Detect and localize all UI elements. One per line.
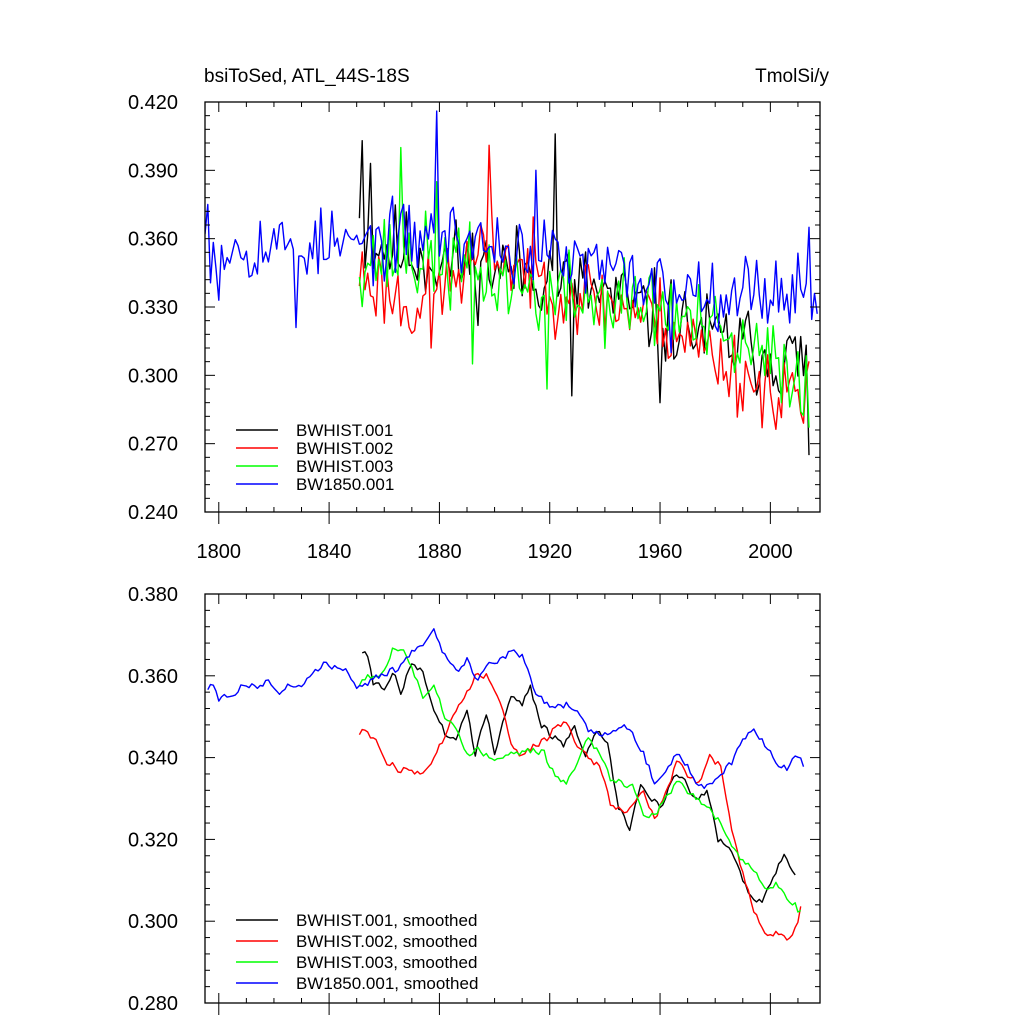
y-tick-label: 0.240 [128,502,178,524]
series-line-bw1850-001-smoothed [207,628,805,790]
x-tick-label: 1880 [417,541,462,563]
chart1-panel: 0.240 0.270 0.300 0.330 0.360 0.390 0.420 1800 1… [128,92,821,563]
y-tick-label: 0.390 [128,160,178,182]
y-tick-label: 0.340 [128,748,178,770]
y-tick-label: 0.330 [128,297,178,319]
x-tick-label: 1800 [197,541,242,563]
x-tick-label: 2000 [748,541,793,563]
y-tick-label: 0.420 [128,92,178,114]
legend-label: BW1850.001, smoothed [296,974,478,993]
series-line-bwhist-001-smoothed [361,651,796,903]
y-tick-label: 0.270 [128,434,178,456]
legend-label: BWHIST.001, smoothed [296,911,477,930]
legend-label: BWHIST.003, smoothed [296,953,477,972]
series-line-bwhist-002-smoothed [358,672,802,941]
y-tick-label: 0.360 [128,229,178,251]
y-tick-label: 0.360 [128,666,178,688]
legend-label: BWHIST.001 [296,421,393,440]
legend-label: BWHIST.002, smoothed [296,932,477,951]
x-tick-label: 1840 [307,541,352,563]
series-line-bw1850-001 [205,110,818,354]
y-tick-label: 0.380 [128,584,178,606]
legend-label: BWHIST.002 [296,439,393,458]
legend-label: BW1850.001 [296,475,394,494]
x-tick-label: 1960 [638,541,683,563]
y-tick-label: 0.280 [128,993,178,1015]
chart1-title-left: bsiToSed, ATL_44S-18S [204,66,410,87]
series-line-bwhist-002 [358,144,810,430]
legend-label: BWHIST.003 [296,457,393,476]
chart1-title-right: TmolSi/y [755,66,829,87]
y-tick-label: 0.300 [128,911,178,933]
chart2-panel: 0.280 0.300 0.320 0.340 0.360 0.380 BWHIST.001… [128,584,821,1015]
y-tick-label: 0.320 [128,829,178,851]
x-tick-label: 1920 [527,541,572,563]
plot-frame [204,593,821,1004]
series-line-bwhist-003 [358,146,810,428]
y-tick-label: 0.300 [128,365,178,387]
series-line-bwhist-003-smoothed [358,647,802,913]
